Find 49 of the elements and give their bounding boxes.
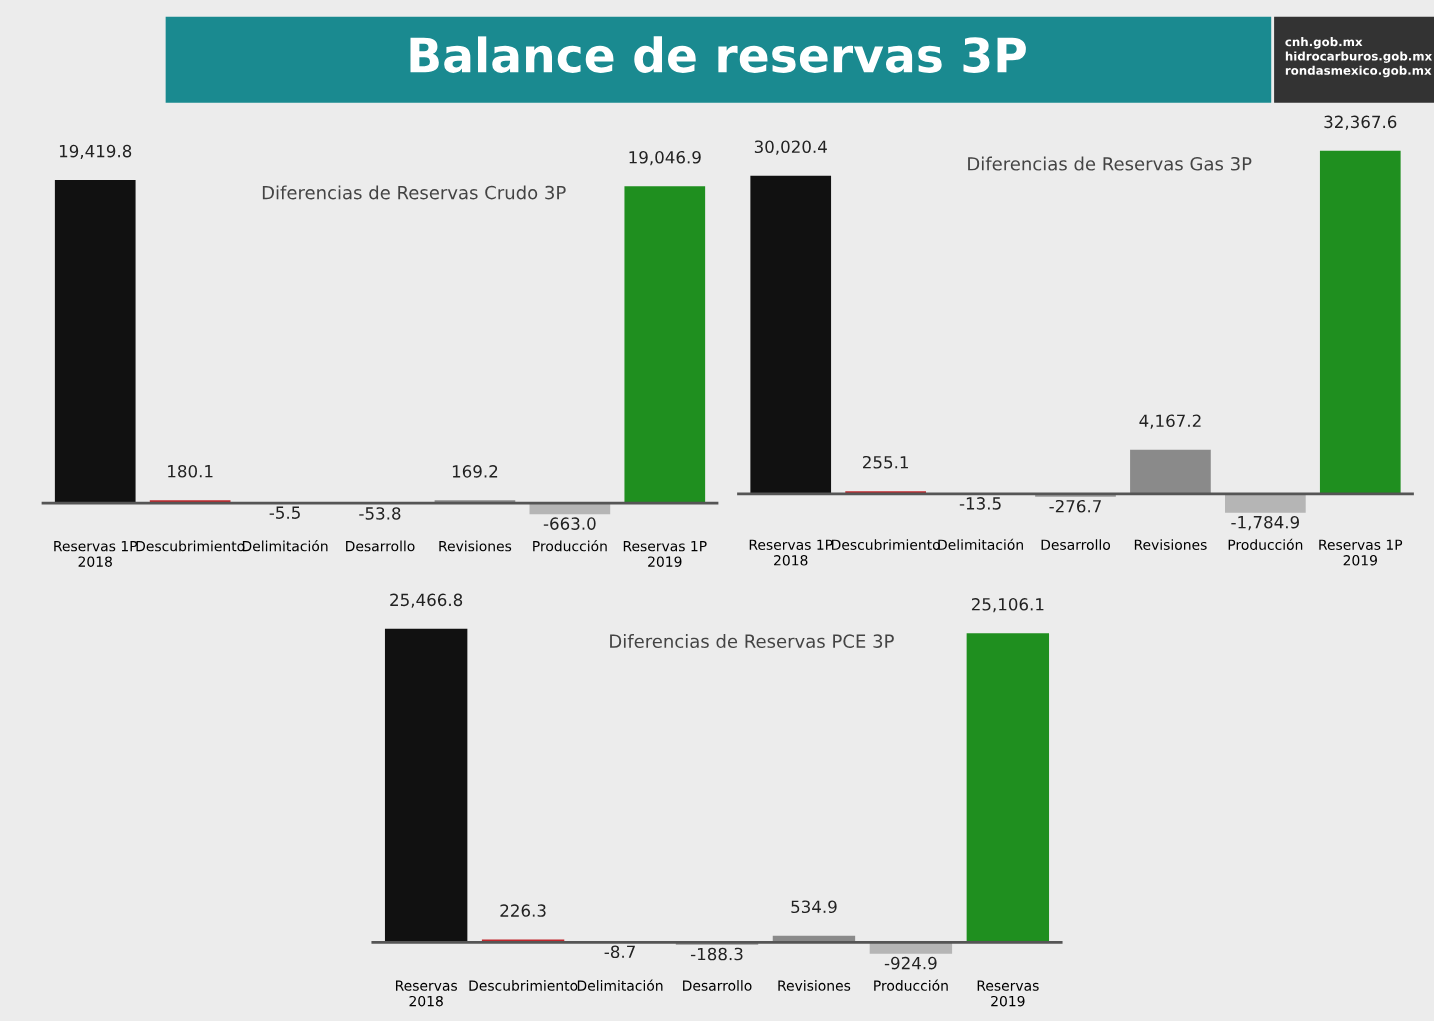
x-tick-label: Reservas 1P 2019 [1319,539,1403,566]
x-tick-label: Desarrollo [1041,539,1111,550]
x-tick-label: Reservas 2019 [977,980,1039,1007]
data-label: 19,419.8 [59,144,132,160]
x-tick-label: Desarrollo [683,980,752,991]
data-label: 19,046.9 [629,150,701,166]
text: hidrocarburos.gob.mx [1285,51,1433,63]
data-label: 255.1 [863,455,908,469]
data-label: 169.2 [452,465,498,478]
x-tick-label: Descubrimiento [136,540,245,552]
data-label: 25,106.1 [971,598,1044,613]
data-label: -663.0 [543,517,596,530]
chart-title: Diferencias de Reservas Crudo 3P [262,185,566,200]
data-label: 534.9 [791,900,837,914]
chart-title: Diferencias de Reservas Gas 3P [968,156,1252,171]
x-tick-label: Revisiones [1134,539,1207,550]
x-tick-label: Reservas 1P 2019 [623,541,707,567]
x-tick-label: Revisiones [778,980,851,991]
data-label: 25,466.8 [390,593,463,608]
data-label: -8.7 [604,945,635,959]
data-label: -13.5 [959,497,1001,510]
data-label: -5.5 [269,506,300,519]
x-tick-label: Delimitación [577,979,663,991]
x-tick-label: Reservas 1P 2018 [54,541,138,567]
data-label: -1,784.9 [1231,515,1299,531]
x-tick-label: Revisiones [439,540,512,552]
data-label: -188.3 [690,947,743,961]
chart-title: Diferencias de Reservas PCE 3P [610,634,894,649]
x-tick-label: Producción [874,979,948,991]
x-tick-label: Reservas 2018 [396,980,457,1007]
x-tick-label: Delimitación [938,538,1023,550]
data-label: 32,367.6 [1324,115,1397,130]
data-label: 180.1 [168,464,213,478]
text: Balance de reservas 3P [410,36,1026,73]
text: cnh.gob.mx [1285,37,1363,49]
data-label: 226.3 [500,904,546,917]
x-tick-label: Reservas 1P 2018 [749,539,833,566]
data-label: 30,020.4 [754,140,827,155]
text: rondasmexico.gob.mx [1285,65,1432,78]
x-tick-label: Desarrollo [346,540,415,552]
x-tick-label: Delimitación [242,540,328,552]
x-tick-label: Producción [1228,538,1303,550]
data-label: -924.9 [884,956,937,970]
data-label: -276.7 [1049,499,1101,513]
x-tick-label: Descubrimiento [832,539,940,550]
data-label: -53.8 [359,507,401,520]
data-label: 4,167.2 [1139,414,1201,429]
x-tick-label: Producción [533,540,607,552]
x-tick-label: Descubrimiento [469,980,578,991]
